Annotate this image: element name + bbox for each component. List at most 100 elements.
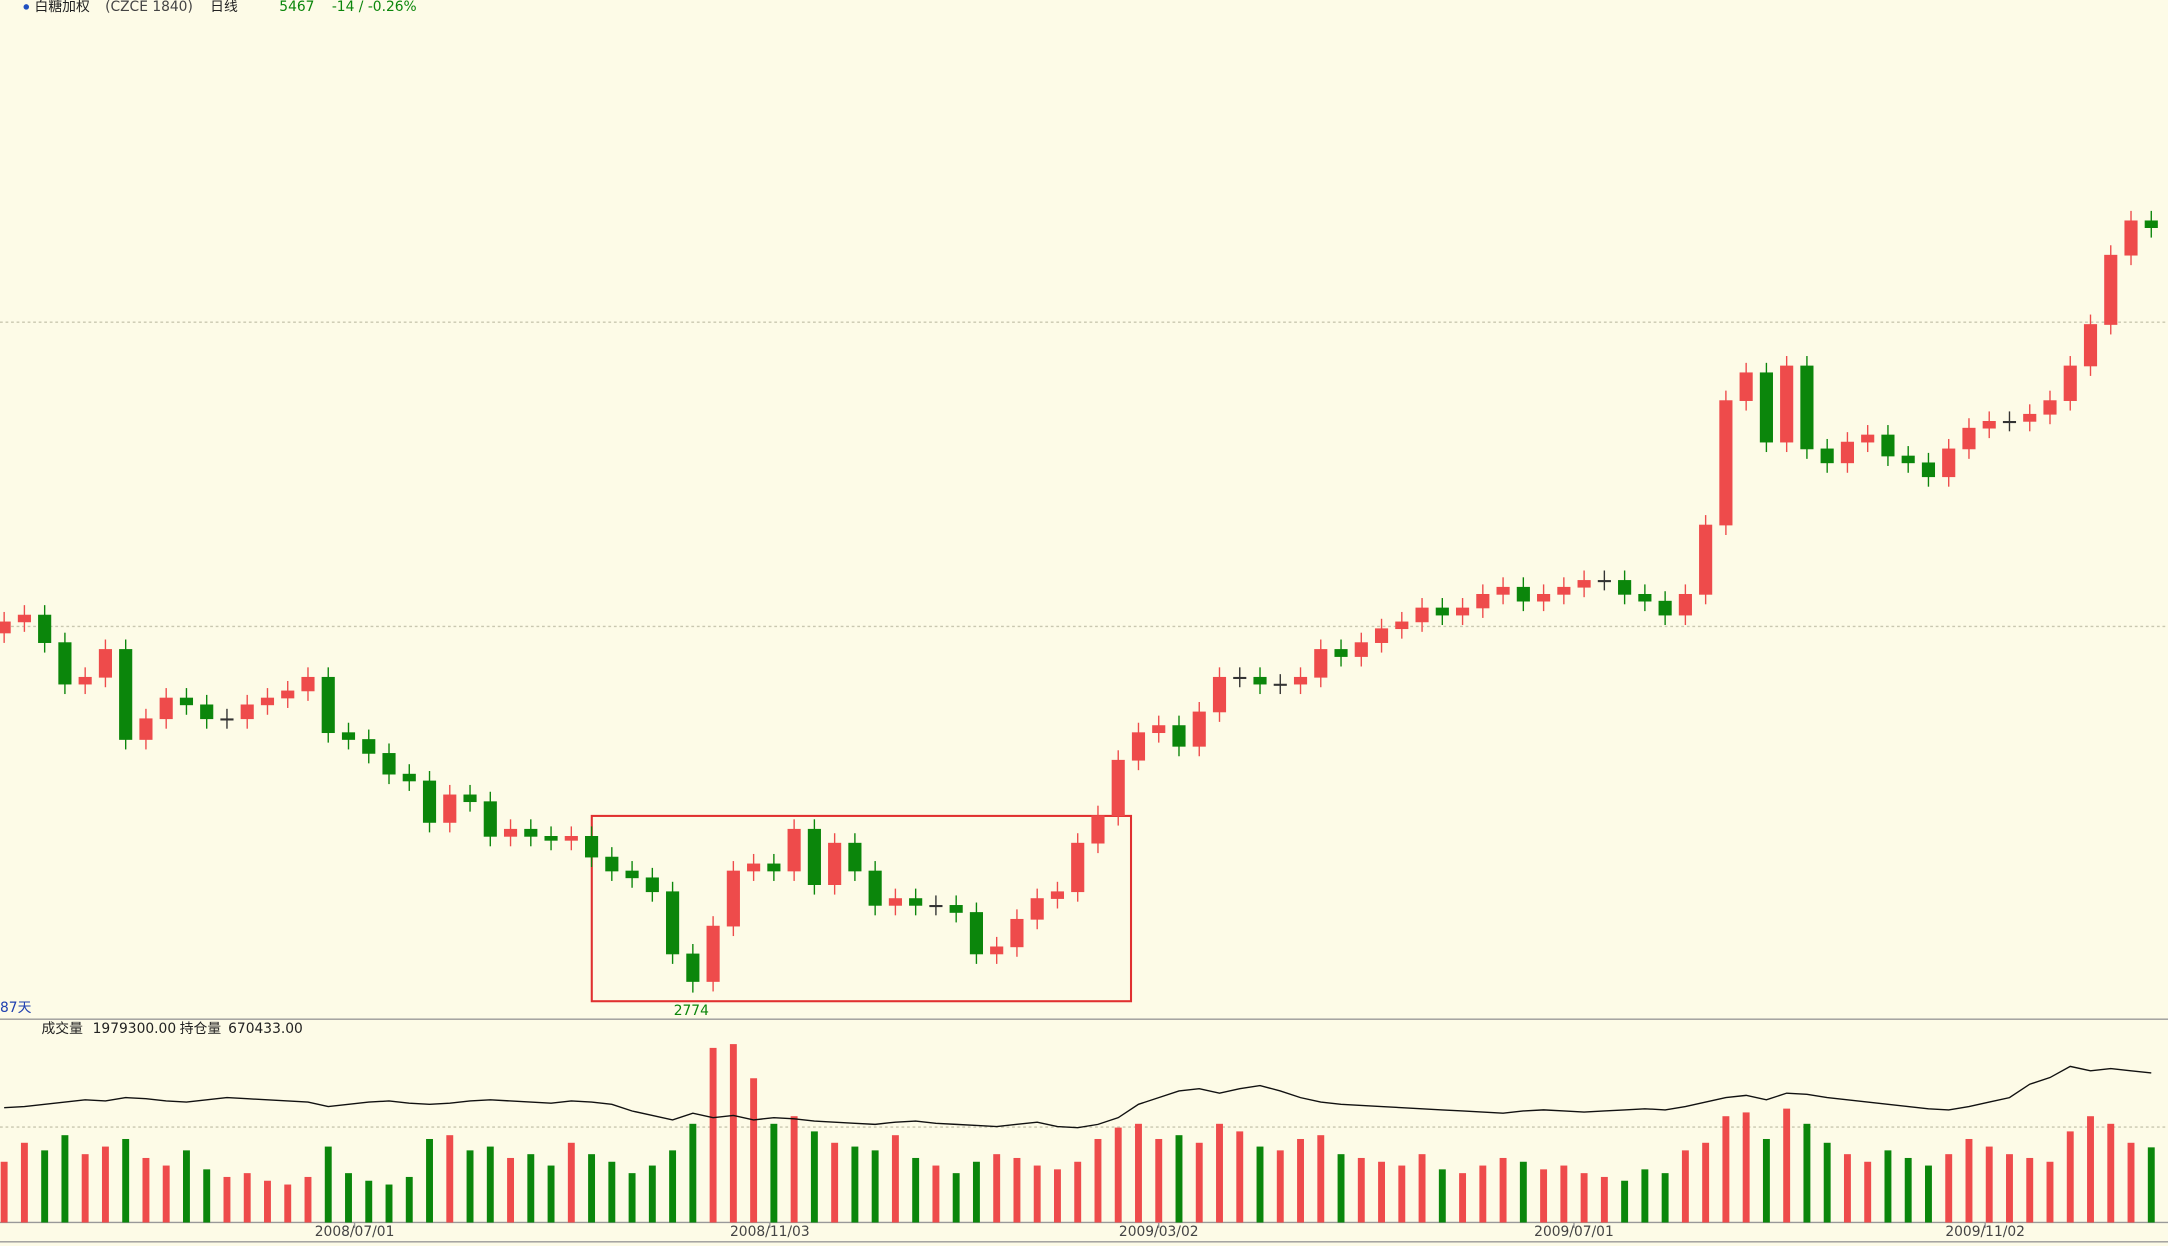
chart-subtitle: (CZCE 1840) bbox=[105, 0, 193, 15]
volume-bar bbox=[466, 1150, 474, 1223]
volume-bar bbox=[1175, 1135, 1183, 1223]
last-price: 5467 bbox=[279, 0, 314, 15]
volume-bar bbox=[122, 1138, 130, 1223]
volume-bar bbox=[1823, 1142, 1831, 1223]
volume-bar bbox=[284, 1184, 292, 1223]
candle-body bbox=[200, 704, 214, 720]
candle-body bbox=[281, 690, 295, 699]
x-tick-label: 2008/07/01 bbox=[315, 1224, 395, 1240]
volume-bar bbox=[2026, 1157, 2034, 1223]
volume-bar bbox=[1803, 1123, 1811, 1223]
candle-body bbox=[969, 912, 983, 955]
candle-body bbox=[321, 676, 335, 734]
volume-bar bbox=[1418, 1154, 1426, 1223]
candle-body bbox=[382, 753, 396, 775]
volume-bar bbox=[81, 1154, 89, 1223]
volume-bar bbox=[1600, 1176, 1608, 1223]
volume-bar bbox=[1742, 1112, 1750, 1223]
volume-bar bbox=[1276, 1150, 1284, 1223]
volume-bar bbox=[1094, 1138, 1102, 1223]
candle-body bbox=[1658, 600, 1672, 616]
candle-body bbox=[1719, 400, 1733, 526]
candle-body bbox=[666, 891, 680, 955]
candle-body bbox=[848, 842, 862, 872]
volume-bar bbox=[446, 1135, 454, 1223]
volume-bar bbox=[527, 1154, 535, 1223]
volume-bar bbox=[1195, 1142, 1203, 1223]
volume-bar bbox=[1965, 1138, 1973, 1223]
candle-body bbox=[787, 828, 801, 872]
volume-value: 1979300.00 bbox=[93, 1021, 176, 1037]
candle-body bbox=[483, 801, 497, 837]
candle-body bbox=[240, 704, 254, 720]
candle-body bbox=[1537, 593, 1551, 602]
volume-bar bbox=[1985, 1146, 1993, 1223]
volume-bar bbox=[1702, 1142, 1710, 1223]
volume-bar bbox=[264, 1180, 271, 1223]
period-selector[interactable]: 日线 bbox=[210, 0, 238, 15]
candle-body bbox=[1192, 711, 1206, 747]
candle-body bbox=[179, 697, 194, 706]
volume-bar bbox=[486, 1146, 494, 1223]
candle-body bbox=[828, 842, 842, 885]
volume-bar bbox=[912, 1157, 920, 1223]
volume-bar bbox=[972, 1161, 980, 1223]
volume-bar bbox=[547, 1165, 555, 1223]
volume-bar bbox=[648, 1165, 656, 1223]
candle-body bbox=[1334, 649, 1348, 657]
candle-body bbox=[17, 614, 31, 623]
volume-bar bbox=[1843, 1154, 1851, 1223]
candle-body bbox=[341, 732, 356, 740]
candle-body bbox=[544, 836, 558, 841]
candle-body bbox=[422, 780, 437, 823]
chart-title[interactable]: 白糖加权 bbox=[35, 0, 90, 15]
volume-bar bbox=[1074, 1161, 1082, 1223]
volume-bar bbox=[932, 1165, 940, 1223]
candle-body bbox=[1921, 462, 1936, 478]
volume-bar bbox=[709, 1047, 717, 1223]
candle-body bbox=[1881, 434, 1895, 457]
volume-bar bbox=[1681, 1150, 1689, 1223]
volume-bar bbox=[61, 1135, 69, 1223]
candle-body bbox=[58, 642, 72, 685]
volume-bar bbox=[790, 1116, 798, 1223]
volume-bar bbox=[385, 1184, 393, 1223]
candle-body bbox=[1820, 448, 1834, 464]
candle-body bbox=[2023, 413, 2037, 422]
volume-bar bbox=[243, 1173, 251, 1223]
volume-bar bbox=[1621, 1180, 1629, 1223]
volume-bar bbox=[1256, 1146, 1264, 1223]
x-tick-label: 2009/03/02 bbox=[1119, 1224, 1199, 1240]
volume-bar bbox=[1864, 1161, 1872, 1223]
candle-body bbox=[1496, 586, 1510, 595]
volume-bar bbox=[1540, 1169, 1548, 1223]
volume-bar bbox=[750, 1078, 758, 1223]
volume-bar bbox=[1904, 1157, 1912, 1223]
volume-bar bbox=[588, 1154, 596, 1223]
candle-body bbox=[2063, 365, 2077, 401]
volume-bar bbox=[871, 1150, 879, 1223]
volume-bar bbox=[2127, 1142, 2135, 1223]
candle-body bbox=[78, 676, 92, 685]
volume-bar bbox=[810, 1131, 818, 1223]
candle-body bbox=[0, 621, 11, 634]
candle-body bbox=[301, 676, 315, 692]
candle-body bbox=[1253, 676, 1267, 685]
volume-bar bbox=[1013, 1157, 1021, 1223]
candle-body bbox=[402, 773, 416, 782]
volume-bar bbox=[1216, 1123, 1223, 1223]
candle-body bbox=[443, 794, 457, 823]
volume-bar bbox=[1337, 1154, 1345, 1223]
candle-body bbox=[38, 614, 52, 643]
price-change: -14 / -0.26% bbox=[332, 0, 417, 15]
candle-body bbox=[1597, 580, 1611, 583]
candle-body bbox=[645, 877, 659, 893]
volume-bar bbox=[1519, 1161, 1527, 1223]
oi-label: 持仓量 bbox=[180, 1021, 222, 1037]
candle-body bbox=[1638, 593, 1652, 602]
volume-bar bbox=[1560, 1165, 1568, 1223]
volume-bar bbox=[142, 1157, 150, 1223]
volume-bar bbox=[20, 1142, 28, 1223]
candle-body bbox=[1739, 372, 1753, 401]
